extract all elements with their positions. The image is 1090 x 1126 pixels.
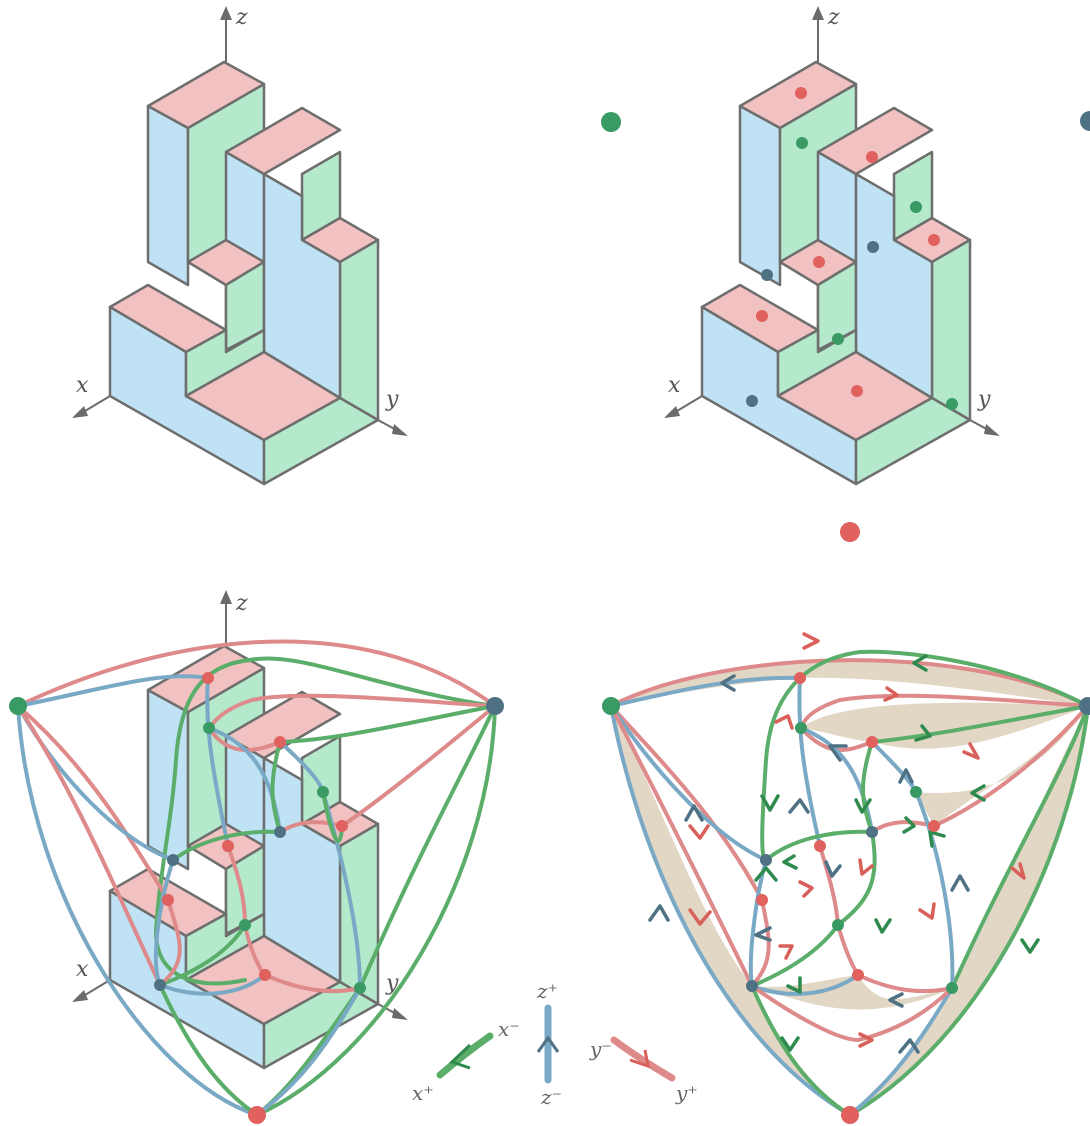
region-inner-2 [916,706,1088,826]
node-slate-outer [1080,111,1090,131]
node-green-outer [601,112,621,132]
node-red-outer [840,522,860,542]
legend: x⁻ x⁺ z⁺ z⁻ y⁻ y⁺ [412,979,698,1109]
legend-y-minus: y⁻ [589,1037,612,1061]
directed-graph-nodes [602,672,1090,1124]
panel-solid-dots: z x y [601,5,1090,542]
z-axis-label-2: z [827,5,840,30]
x-face-dots [746,241,879,407]
top-face-dots [756,87,940,397]
z-axis-label-3: z [235,591,248,616]
graph-nodes [9,672,504,1124]
legend-z-minus: z⁻ [540,1085,562,1109]
legend-y-plus: y⁺ [675,1081,698,1105]
panel-solid: z x y [71,5,409,486]
region-inner-3 [752,975,952,1010]
y-axis-label-2: y [977,387,991,412]
x-axis-label-3: x [76,957,89,982]
legend-x-plus: x⁺ [412,1081,434,1105]
y-axis-label: y [385,387,399,412]
y-axis-label-3: y [385,971,399,996]
region-right [850,706,1088,1115]
z-axis-label: z [235,5,248,30]
x-axis-label-2: x [668,373,681,398]
edge-arrows [648,632,1040,1054]
y-face-dots [796,137,958,410]
x-axis-label: x [76,373,89,398]
region-inner-1 [800,702,1088,749]
legend-z-plus: z⁺ [536,979,558,1003]
panel-solid-graph: z x y [9,590,504,1124]
panel-directed-graph [602,632,1090,1124]
legend-x-minus: x⁻ [498,1017,520,1041]
